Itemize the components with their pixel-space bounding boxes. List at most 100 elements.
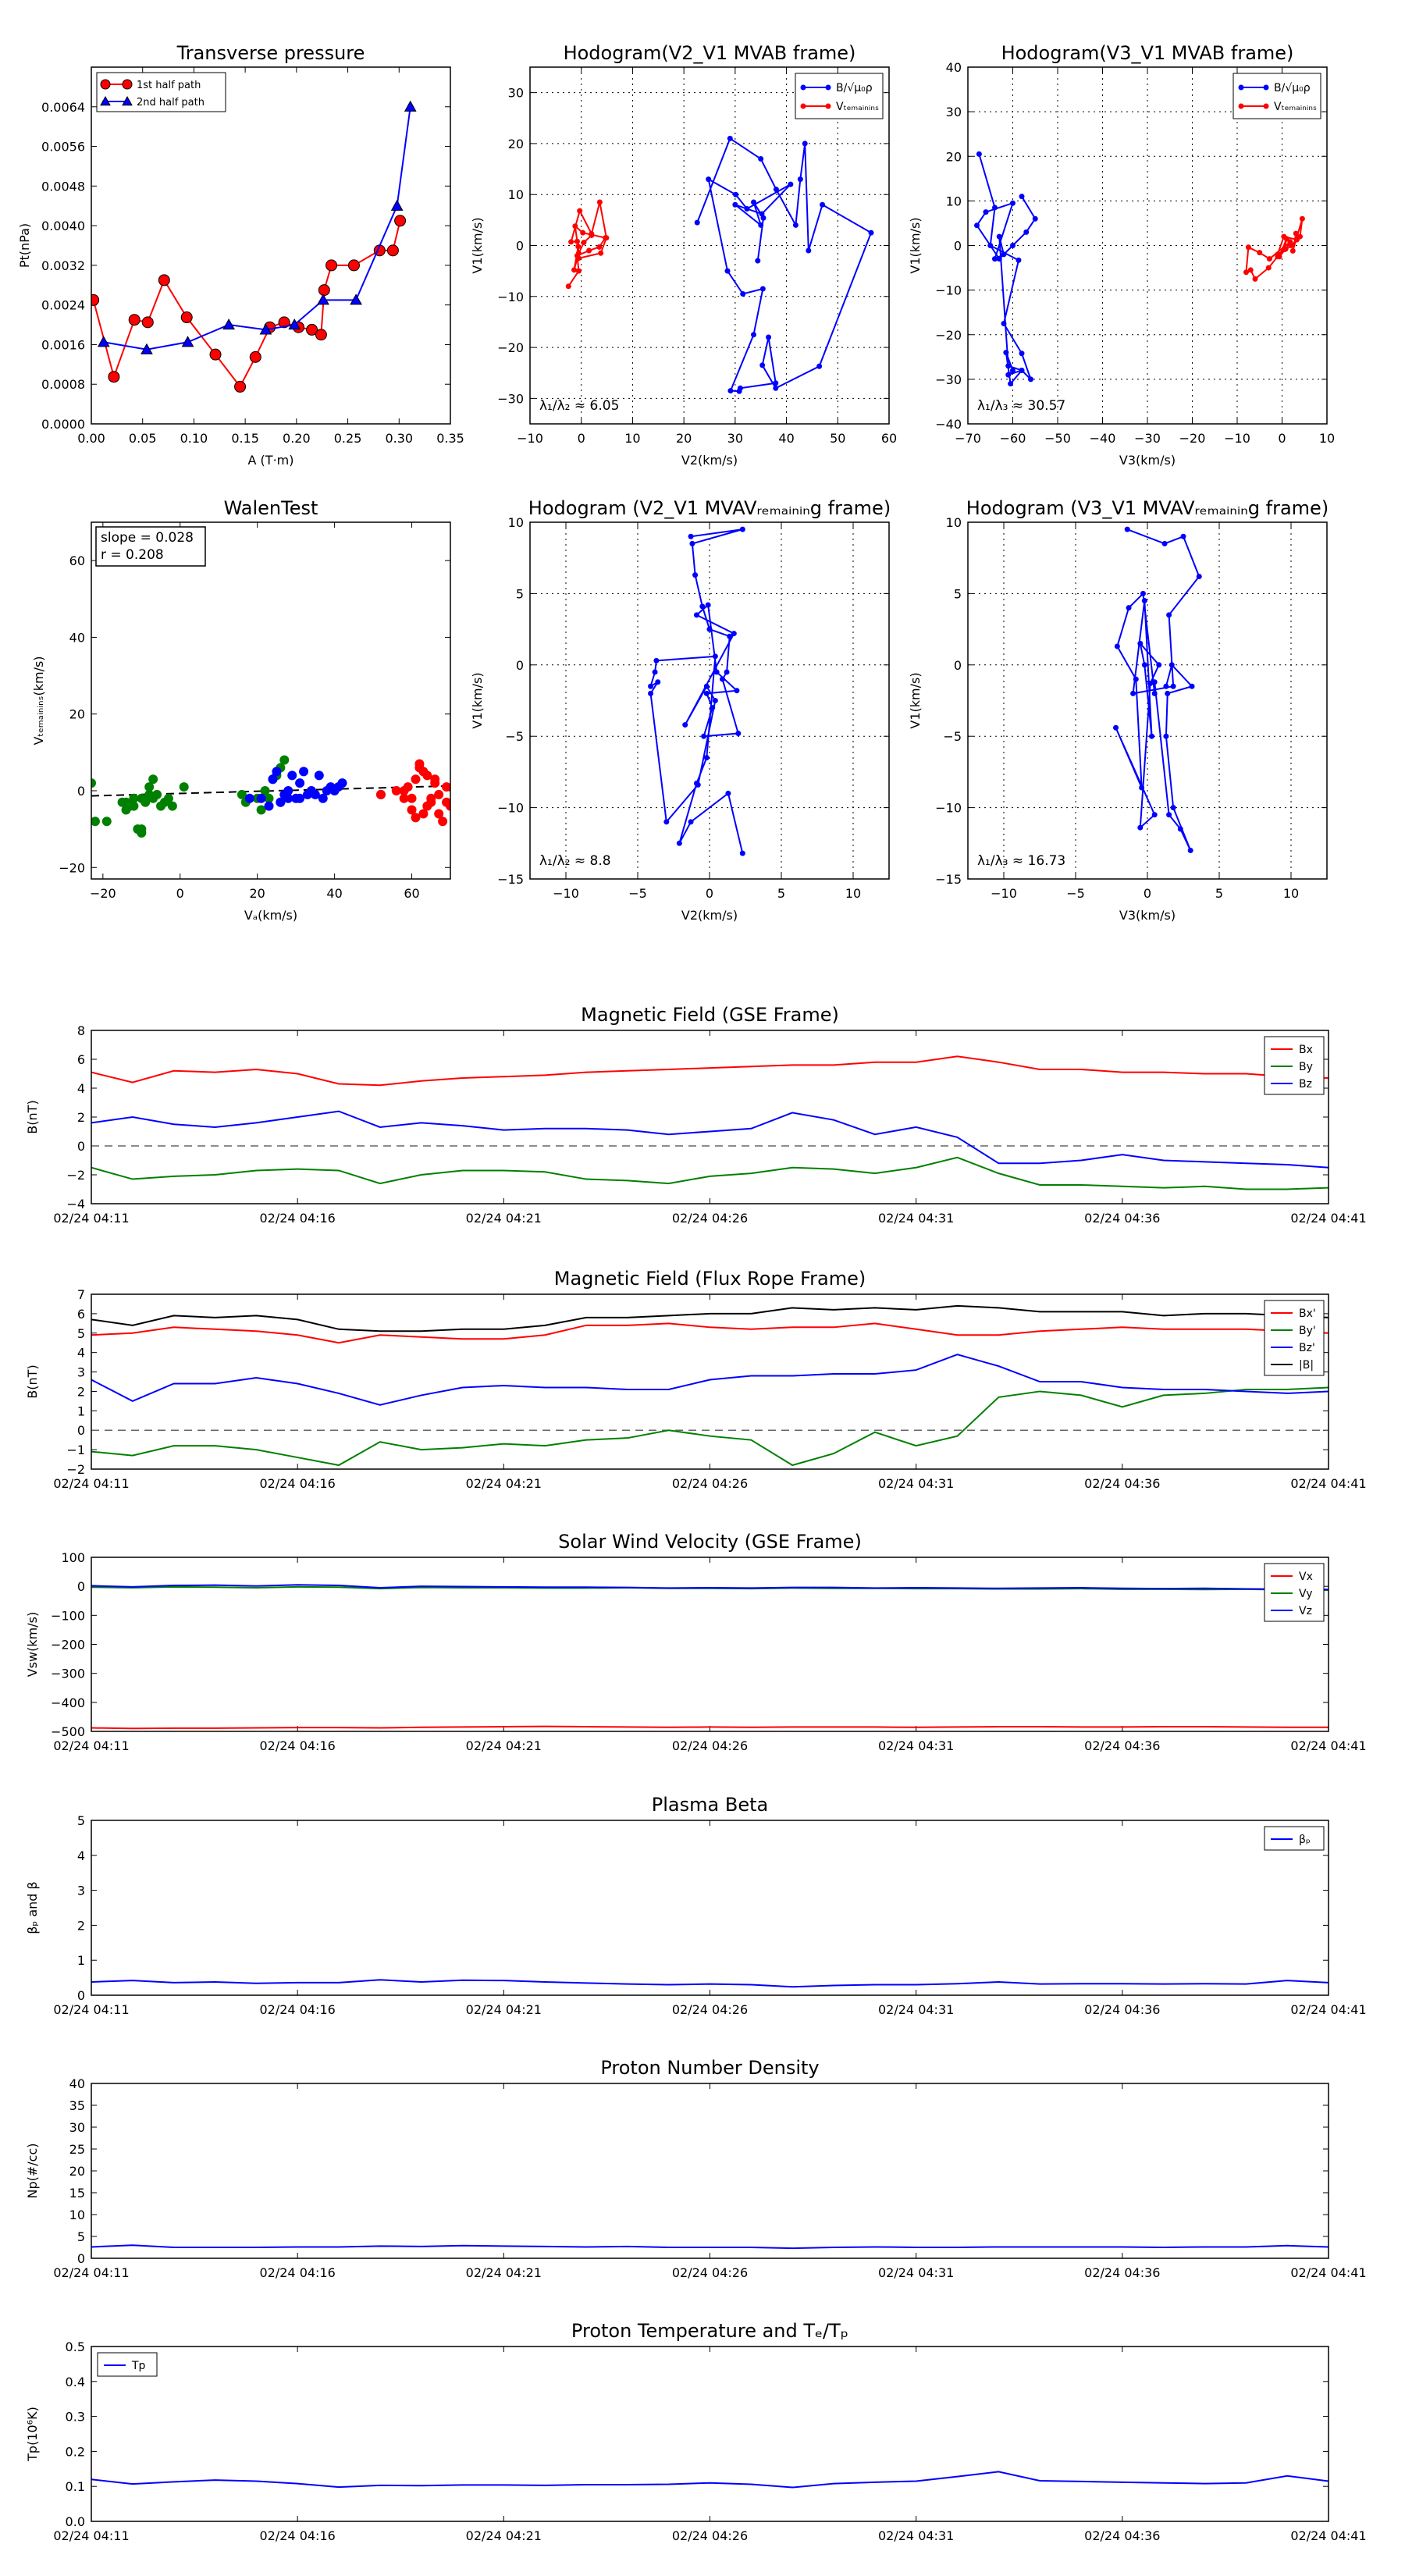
data-point xyxy=(987,243,994,248)
panel-ts6: 0.0 0.1 0.2 0.3 0.4 0.5 02/24 04:11 02/24 04:16… xyxy=(25,2320,1367,2543)
legend: Vx Vy Vz xyxy=(1264,1563,1325,1622)
x-axis-label: V3(km/s) xyxy=(1119,453,1176,468)
data-point xyxy=(703,755,710,761)
legend-box xyxy=(1232,73,1321,119)
y-tick-label: −4 xyxy=(66,1197,85,1212)
data-point xyxy=(689,540,695,546)
y-tick-label: 0.0056 xyxy=(41,140,85,155)
y-tick-label: 7 xyxy=(77,1287,85,1302)
x-tick-label: −70 xyxy=(955,431,981,446)
panel-h3: −10 −5 0 5 10 −15 −10 −5 0 5 10 Hodogram (V2_V1 MVA… xyxy=(470,497,891,923)
data-point xyxy=(181,336,194,347)
data-point xyxy=(725,790,731,796)
legend-marker xyxy=(1263,103,1269,109)
data-point xyxy=(1170,683,1176,689)
data-point xyxy=(739,850,745,856)
data-point xyxy=(1005,372,1012,378)
y-tick-label: 20 xyxy=(69,707,85,722)
data-point xyxy=(1141,598,1147,604)
x-tick-label: −20 xyxy=(90,886,116,901)
x-tick-label: 02/24 04:16 xyxy=(260,1738,336,1753)
data-point xyxy=(992,256,998,262)
legend-marker xyxy=(1263,84,1269,91)
slope-text: slope = 0.028 xyxy=(101,530,194,546)
x-tick-label: 02/24 04:16 xyxy=(260,1476,336,1491)
data-point xyxy=(575,268,582,274)
panel-h4: −10 −5 0 5 10 −15 −10 −5 0 5 10 Hodogram (V3_V1 MVA… xyxy=(908,497,1329,923)
y-tick-label: 35 xyxy=(69,2098,85,2113)
series-line-By' xyxy=(91,1386,1329,1467)
data-point xyxy=(773,385,779,391)
plot-frame xyxy=(529,521,890,880)
data-point xyxy=(179,782,189,792)
x-tick-label: 10 xyxy=(845,886,861,901)
x-tick-label: 02/24 04:41 xyxy=(1290,2265,1366,2280)
legend: Bx' By' Bz' |B| xyxy=(1264,1300,1325,1376)
data-point xyxy=(1252,276,1258,282)
data-point xyxy=(682,722,688,728)
x-tick-label: 02/24 04:21 xyxy=(466,2265,542,2280)
y-tick-label: −2 xyxy=(66,1462,85,1477)
legend: Tp xyxy=(97,2352,158,2377)
panel-ts5: 0 5 10 15 20 25 30 35 40 02/24 04:11 02/24 04:16 02… xyxy=(25,2057,1367,2280)
data-point xyxy=(1140,590,1146,596)
series-line-Bz xyxy=(91,1110,1329,1169)
data-point xyxy=(732,201,738,208)
data-point xyxy=(272,767,282,777)
y-tick-label: 3 xyxy=(77,1365,85,1380)
plot-area xyxy=(648,526,745,856)
y-tick-label: 0.0048 xyxy=(41,179,85,194)
x-tick-label: −30 xyxy=(1134,431,1161,446)
x-axis-label: V3(km/s) xyxy=(1119,908,1176,923)
data-point xyxy=(727,135,733,141)
y-tick-label: 6 xyxy=(77,1052,85,1067)
data-point xyxy=(705,602,711,608)
y-tick-label: 30 xyxy=(946,105,962,119)
panel-ts1: −4 −2 0 2 4 6 8 02/24 04:11 02/24 04:16 02/24 04:… xyxy=(25,1004,1367,1226)
x-tick-label: 0.35 xyxy=(436,431,464,446)
data-point xyxy=(337,778,347,788)
data-point xyxy=(1151,690,1158,696)
y-tick-label: −1 xyxy=(66,1443,85,1457)
y-tick-label: 40 xyxy=(946,60,962,75)
y-axis-label: Pt(nPa) xyxy=(17,223,32,268)
legend-label: By' xyxy=(1299,1325,1316,1337)
series-line-By xyxy=(91,1156,1329,1190)
x-tick-label: 60 xyxy=(404,886,419,901)
data-point xyxy=(868,229,874,236)
x-tick-label: 0 xyxy=(706,886,713,901)
x-tick-label: 40 xyxy=(778,431,794,446)
legend-marker xyxy=(800,84,806,91)
x-tick-label: −60 xyxy=(1000,431,1026,446)
x-tick-label: 60 xyxy=(881,431,897,446)
y-tick-label: −30 xyxy=(935,372,962,387)
chart-title: Hodogram (V3_V1 MVAVᵣₑₘₐᵢₙᵢₙg frame) xyxy=(966,497,1329,519)
legend-box xyxy=(795,73,884,119)
data-point xyxy=(755,258,761,264)
data-point xyxy=(249,350,261,363)
data-point xyxy=(759,286,766,292)
data-point xyxy=(1257,250,1263,256)
chart-title: Plasma Beta xyxy=(652,1794,768,1816)
data-point xyxy=(739,526,745,532)
data-point xyxy=(158,274,170,286)
y-tick-label: 5 xyxy=(77,1813,85,1828)
data-point xyxy=(699,603,706,610)
data-point xyxy=(568,239,574,245)
data-point xyxy=(1019,194,1025,200)
x-tick-label: 02/24 04:36 xyxy=(1084,2265,1160,2280)
data-point xyxy=(148,793,158,803)
data-point xyxy=(283,793,293,803)
data-point xyxy=(1168,662,1175,668)
y-tick-label: 0 xyxy=(77,2251,85,2266)
plot-frame xyxy=(91,521,451,880)
x-axis-label: V2(km/s) xyxy=(681,453,738,468)
data-point xyxy=(603,235,610,241)
x-tick-label: 02/24 04:36 xyxy=(1084,1738,1160,1753)
data-point xyxy=(350,294,362,305)
y-axis-label: Tp(10⁶K) xyxy=(25,2407,40,2462)
y-tick-label: 0.2 xyxy=(66,2444,85,2459)
y-tick-label: 15 xyxy=(69,2186,85,2201)
data-point xyxy=(163,793,173,803)
